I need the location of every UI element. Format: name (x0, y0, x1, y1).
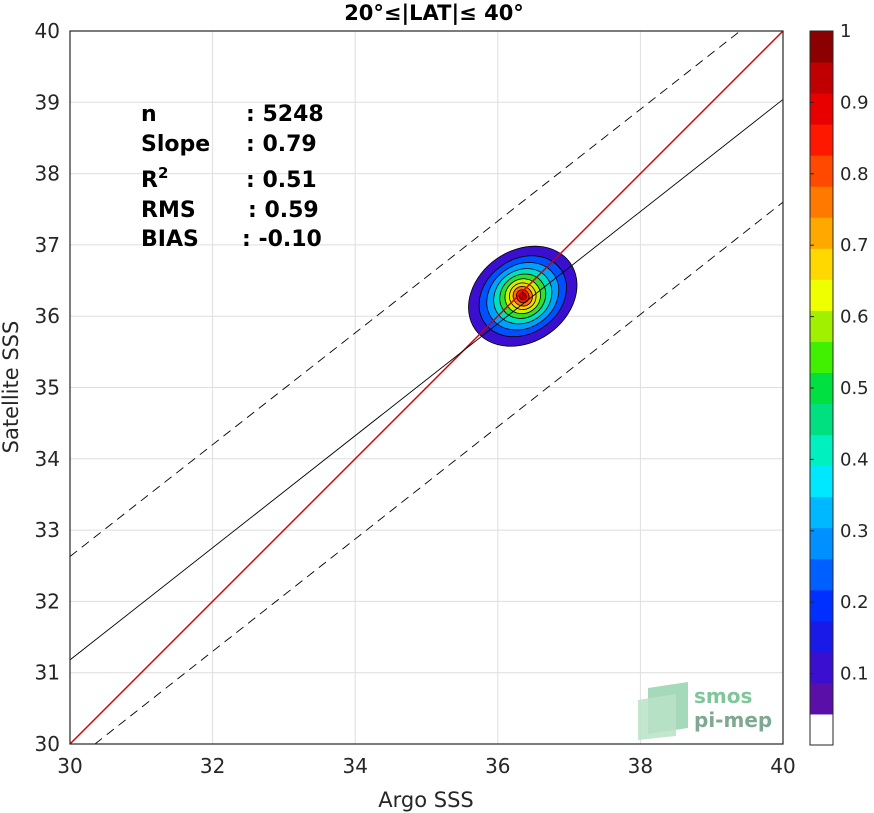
stat-label: n (141, 102, 157, 127)
x-tick-label: 40 (770, 754, 795, 778)
colorbar-segment (810, 465, 833, 498)
colorbar-tick-label: 0.6 (840, 307, 869, 328)
colorbar-segment (810, 93, 833, 125)
colorbar-tick-label: 1 (840, 21, 851, 42)
colorbar-tick-label: 0.9 (840, 92, 869, 113)
y-tick-label: 37 (35, 233, 60, 257)
colorbar-segment (810, 651, 833, 684)
smos-pi-mep-logo: smos pi-mep (638, 682, 772, 740)
colorbar-segment (810, 682, 833, 715)
stat-label: RMS (141, 198, 196, 223)
colorbar-segment (810, 496, 833, 529)
colorbar-segment (810, 186, 833, 218)
colorbar-segment (810, 217, 833, 249)
y-tick-label: 40 (35, 19, 60, 43)
y-tick-label: 31 (35, 661, 60, 685)
colorbar-segment (810, 558, 833, 591)
colorbar-segment (810, 527, 833, 560)
stat-value: : 5248 (246, 102, 324, 127)
stat-value: : 0.79 (246, 132, 317, 157)
y-tick-label: 39 (35, 90, 60, 114)
stat-value: : 0.59 (248, 198, 319, 223)
stat-value: : 0.51 (246, 168, 317, 193)
colorbar-segment (810, 310, 833, 342)
y-tick-label: 38 (35, 162, 60, 186)
y-tick-label: 32 (35, 589, 60, 613)
stat-label: R2 (141, 164, 168, 193)
x-tick-label: 32 (200, 754, 225, 778)
colorbar-segment (810, 62, 833, 94)
x-tick-label: 36 (485, 754, 510, 778)
colorbar-segment (810, 341, 833, 373)
lower-bound-line (94, 201, 784, 745)
colorbar-segment (810, 713, 833, 746)
colorbar-tick-label: 0.7 (840, 235, 869, 256)
density-contours (468, 245, 578, 347)
reference-lines (69, 30, 784, 745)
colorbar-tick-label: 0.1 (840, 664, 869, 685)
x-tick-label: 38 (628, 754, 653, 778)
x-tick-label: 34 (342, 754, 367, 778)
logo-mark-front (638, 694, 676, 740)
colorbar-segment (810, 31, 833, 63)
colorbar-tick-label: 0.5 (840, 378, 869, 399)
logo-text-pi-mep: pi-mep (694, 708, 772, 732)
x-axis-ticks: 30 32 34 36 38 40 (57, 754, 795, 778)
x-axis-label: Argo SSS (378, 788, 473, 812)
colorbar-tick-label: 0.2 (840, 592, 869, 613)
x-tick-label: 30 (57, 754, 82, 778)
chart-title: 20°≤|LAT|≤ 40° (344, 1, 524, 26)
colorbar-tick-label: 0.8 (840, 164, 869, 185)
stats-box: n : 5248 Slope : 0.79 R2 : 0.51 RMS : 0.59 BIAS:… (141, 102, 324, 252)
upper-bound-line (69, 30, 741, 557)
y-axis-ticks: 30 31 32 33 34 35 36 37 38 39 40 (35, 19, 60, 756)
y-tick-label: 35 (35, 376, 60, 400)
colorbar-segment (810, 155, 833, 187)
y-tick-label: 34 (35, 447, 60, 471)
colorbar-segment (810, 279, 833, 311)
colorbar-segment (810, 589, 833, 622)
stat-value: : -0.10 (242, 227, 322, 252)
colorbar-tick-label: 0.3 (840, 521, 869, 542)
stat-label: BIAS (141, 227, 199, 252)
colorbar-segment (810, 403, 833, 436)
one-to-one-line (69, 30, 784, 745)
colorbar-segment (810, 434, 833, 467)
y-tick-label: 36 (35, 304, 60, 328)
colorbar-segment (810, 620, 833, 653)
y-tick-label: 30 (35, 732, 60, 756)
y-tick-label: 33 (35, 518, 60, 542)
stat-label: Slope (141, 132, 210, 157)
plot-frame (69, 30, 784, 745)
colorbar-ticks: 0.1 0.2 0.3 0.4 0.5 0.6 0.7 0.8 0.9 1 (810, 21, 869, 685)
stat-superscript: 2 (158, 164, 168, 182)
colorbar-tick-label: 0.4 (840, 449, 869, 470)
logo-text-smos: smos (694, 684, 752, 708)
colorbar-segment (810, 372, 833, 405)
regression-line (69, 99, 784, 661)
colorbar-segment (810, 248, 833, 280)
y-axis-label: Satellite SSS (0, 321, 23, 454)
colorbar-segment (810, 124, 833, 156)
